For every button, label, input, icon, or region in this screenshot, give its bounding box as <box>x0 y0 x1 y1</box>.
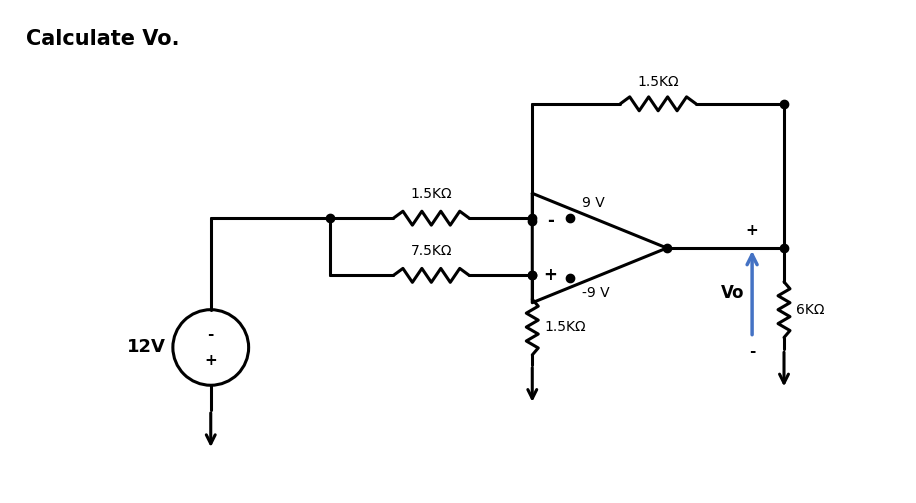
Text: 7.5KΩ: 7.5KΩ <box>410 244 453 259</box>
Text: Vo: Vo <box>721 284 744 302</box>
Text: +: + <box>204 353 217 368</box>
Text: -: - <box>749 345 756 360</box>
Text: 1.5KΩ: 1.5KΩ <box>410 187 453 201</box>
Text: +: + <box>746 223 758 238</box>
Text: +: + <box>543 267 557 284</box>
Text: 6KΩ: 6KΩ <box>796 303 824 317</box>
Text: -: - <box>547 212 553 230</box>
Text: Calculate Vo.: Calculate Vo. <box>27 29 180 49</box>
Text: 9 V: 9 V <box>582 196 605 210</box>
Text: -9 V: -9 V <box>582 286 609 300</box>
Text: 12V: 12V <box>127 339 166 357</box>
Text: 1.5KΩ: 1.5KΩ <box>544 320 586 334</box>
Text: -: - <box>208 327 214 342</box>
Text: 1.5KΩ: 1.5KΩ <box>638 75 679 89</box>
